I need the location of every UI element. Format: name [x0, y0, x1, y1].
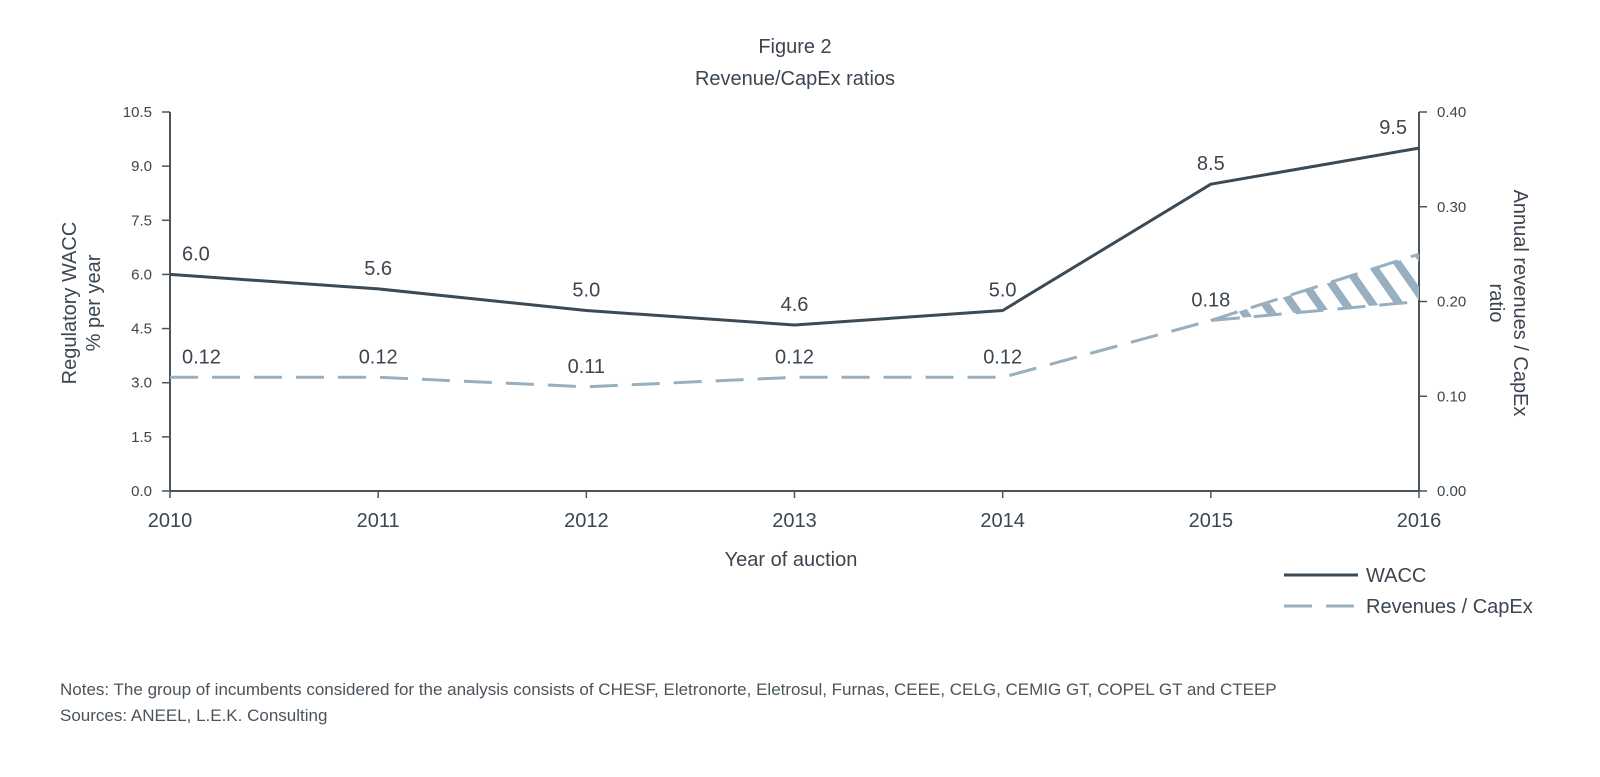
y-right-tick-label: 0.30: [1437, 199, 1466, 216]
x-tick-label: 2010: [148, 510, 193, 532]
y-right-tick-label: 0.00: [1437, 483, 1466, 500]
wacc-data-label: 5.6: [364, 258, 392, 280]
revenues-capex-data-label: 0.11: [568, 356, 605, 378]
wacc-line: [169, 146, 1420, 327]
right-axis-title-line-2: ratio: [1485, 284, 1507, 323]
x-tick-label: 2014: [980, 510, 1025, 532]
y-left-tick-label: 3.0: [131, 375, 152, 392]
left-axis-title-line-1: Regulatory WACC: [59, 222, 81, 385]
wacc-data-label: 9.5: [1379, 117, 1407, 139]
wacc-data-label: 4.6: [781, 294, 809, 316]
revenues-capex-data-label: 0.12: [983, 346, 1022, 368]
left-axis-title-line-2: % per year: [83, 254, 105, 351]
series-lines: [169, 146, 1420, 389]
left-axis-title: Regulatory WACC % per year: [59, 222, 105, 385]
band-upper-edge: [1210, 252, 1420, 322]
chart-title: Figure 2: [758, 36, 831, 58]
revenues-capex-data-label: 0.12: [182, 346, 221, 368]
data-labels: 6.0 5.6 5.0 4.6 5.0 8.5 9.5 0.12 0.12 0.11 0.12 0.1…: [182, 117, 1407, 378]
y-right-tick-label: 0.20: [1437, 294, 1466, 311]
legend-label-revenues-capex: Revenues / CapEx: [1366, 596, 1533, 618]
axes: 0.0 1.5 3.0 4.5 6.0 7.5 9.0 10.5 0.00 0.10 0.20 0.3…: [123, 104, 1466, 532]
y-left-tick-label: 7.5: [131, 212, 152, 229]
sources-text: Sources: ANEEL, L.E.K. Consulting: [60, 706, 328, 725]
chart-subtitle: Revenue/CapEx ratios: [695, 68, 895, 90]
legend-label-wacc: WACC: [1366, 565, 1426, 587]
y-left-tick-label: 0.0: [131, 483, 152, 500]
y-left-tick-label: 10.5: [123, 104, 152, 121]
wacc-data-label: 5.0: [572, 280, 600, 302]
x-tick-label: 2011: [357, 510, 400, 532]
notes-text: Notes: The group of incumbents considere…: [60, 680, 1277, 699]
y-right-tick-label: 0.10: [1437, 388, 1466, 405]
right-axis-title: Annual revenues / CapEx ratio: [1485, 190, 1531, 417]
y-right-tick-label: 0.40: [1437, 104, 1466, 121]
x-tick-label: 2012: [564, 510, 609, 532]
revenues-capex-data-label: 0.18: [1191, 289, 1230, 311]
x-tick-label: 2013: [772, 510, 817, 532]
wacc-data-label: 6.0: [182, 243, 210, 265]
wacc-data-label: 5.0: [989, 280, 1017, 302]
wacc-data-label: 8.5: [1197, 153, 1225, 175]
y-left-tick-label: 4.5: [131, 321, 152, 338]
x-tick-label: 2016: [1397, 510, 1442, 532]
x-axis-title: Year of auction: [725, 549, 858, 571]
y-left-tick-label: 6.0: [131, 266, 152, 283]
y-left-tick-label: 9.0: [131, 158, 152, 175]
legend: WACC Revenues / CapEx: [1284, 565, 1533, 618]
revenues-capex-data-label: 0.12: [775, 346, 814, 368]
y-left-tick-label: 1.5: [131, 429, 152, 446]
revenues-capex-data-label: 0.12: [359, 346, 398, 368]
x-tick-label: 2015: [1189, 510, 1234, 532]
right-axis-title-line-1: Annual revenues / CapEx: [1509, 190, 1531, 417]
